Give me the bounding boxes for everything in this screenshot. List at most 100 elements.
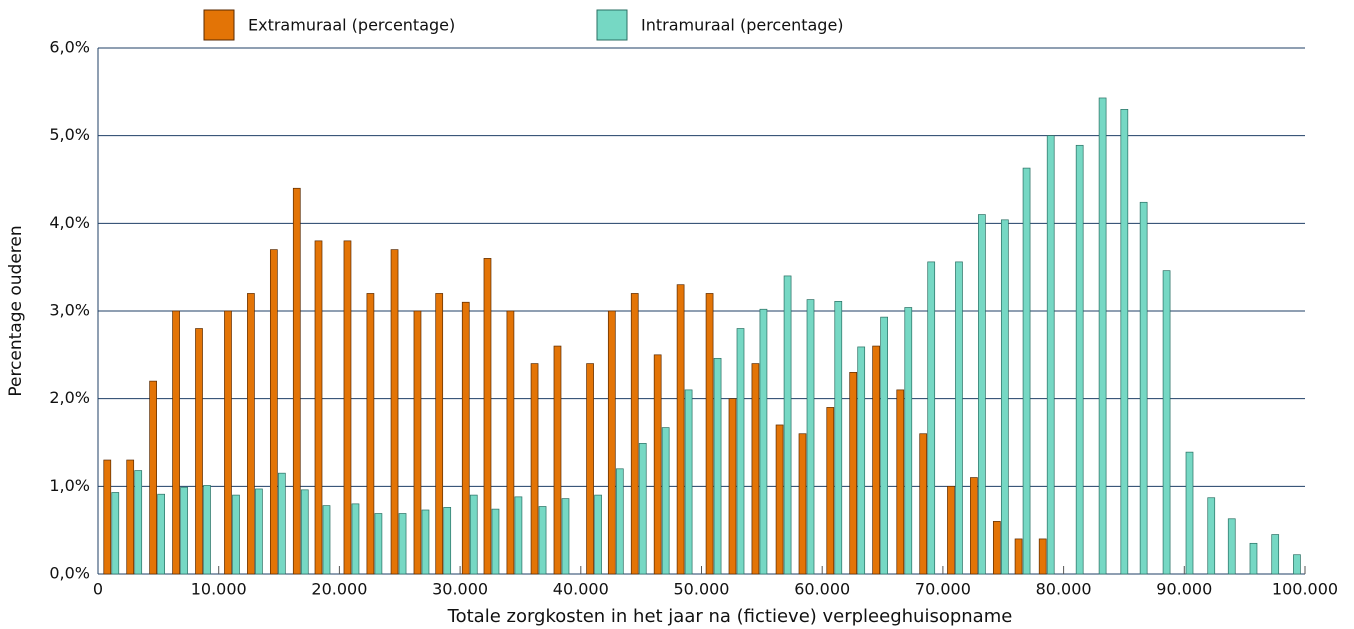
bar	[247, 293, 255, 575]
bar	[896, 389, 905, 575]
bar	[594, 494, 602, 575]
bar	[443, 507, 452, 575]
bar	[483, 258, 492, 575]
y-tick-label: 6,0%	[49, 38, 90, 57]
bar	[398, 513, 407, 575]
bar	[1014, 538, 1023, 575]
bar	[1227, 518, 1236, 575]
bar	[783, 275, 792, 575]
bar	[224, 310, 232, 575]
bar	[630, 293, 639, 575]
x-tick-label: 0	[93, 580, 103, 599]
y-tick-label: 1,0%	[49, 476, 90, 495]
bar	[904, 307, 913, 575]
y-tick-label: 5,0%	[49, 125, 90, 144]
bar	[857, 346, 866, 575]
bar	[172, 310, 180, 575]
bar	[615, 468, 624, 575]
bar	[157, 493, 165, 575]
bar	[834, 301, 843, 575]
x-tick-label: 10.000	[191, 580, 247, 599]
bar	[586, 363, 594, 575]
bar	[736, 328, 745, 575]
bar	[366, 293, 375, 575]
y-tick-label: 4,0%	[49, 213, 90, 232]
bar	[421, 509, 430, 575]
bar	[506, 310, 515, 575]
y-tick-label: 0,0%	[49, 564, 90, 583]
bar	[149, 380, 157, 575]
bar	[728, 398, 737, 575]
bar	[300, 489, 309, 575]
y-tick-label: 2,0%	[49, 388, 90, 407]
x-tick-label: 100.000	[1272, 580, 1338, 599]
bar	[255, 488, 263, 575]
bar	[111, 492, 120, 575]
bar	[992, 521, 1001, 575]
bar	[927, 261, 936, 575]
bar	[180, 486, 188, 575]
bar	[561, 498, 570, 575]
bar	[134, 470, 143, 575]
bar	[849, 372, 858, 575]
bar	[798, 433, 807, 575]
legend-label: Extramuraal (percentage)	[248, 16, 455, 35]
bar	[684, 389, 693, 575]
legend-label: Intramuraal (percentage)	[641, 16, 844, 35]
bar	[232, 494, 240, 575]
bar	[759, 308, 768, 575]
bar	[530, 363, 539, 575]
bar	[638, 443, 647, 575]
x-tick-label: 30.000	[432, 580, 488, 599]
bar	[955, 261, 963, 575]
bar	[713, 357, 722, 575]
bar	[607, 310, 616, 575]
bar	[1271, 534, 1280, 575]
bar	[322, 505, 331, 575]
x-tick-label: 90.000	[1156, 580, 1212, 599]
bar	[277, 472, 286, 575]
bar	[970, 477, 978, 575]
bar	[514, 496, 523, 575]
bar	[1038, 538, 1047, 575]
bar	[676, 284, 685, 575]
bar	[343, 240, 352, 575]
bar	[390, 249, 399, 575]
bar	[314, 240, 323, 575]
bar	[103, 459, 112, 575]
bar	[491, 508, 500, 575]
y-axis-label: Percentage ouderen	[6, 225, 26, 396]
x-tick-label: 70.000	[915, 580, 971, 599]
bar	[413, 310, 422, 575]
bar	[880, 316, 888, 575]
bar	[269, 249, 278, 575]
bar	[1098, 97, 1107, 575]
bar	[1185, 451, 1194, 575]
bar	[435, 293, 444, 575]
bar	[1139, 201, 1148, 575]
bar	[553, 345, 562, 575]
bar	[751, 363, 760, 575]
bar	[1000, 219, 1009, 575]
x-tick-label: 80.000	[1036, 580, 1092, 599]
bar	[203, 485, 211, 575]
bar	[538, 506, 547, 575]
bar	[653, 354, 662, 575]
bar	[947, 485, 955, 575]
bar	[1207, 497, 1216, 575]
bar	[978, 214, 986, 575]
legend-swatch	[203, 9, 235, 41]
bar	[461, 301, 470, 575]
bar	[806, 299, 815, 575]
bar	[1162, 270, 1171, 575]
bar	[1022, 167, 1031, 575]
y-tick-label: 3,0%	[49, 301, 90, 320]
bar	[195, 328, 203, 575]
bar	[775, 424, 784, 575]
bar	[872, 345, 880, 575]
legend-swatch	[596, 9, 628, 41]
bar	[1293, 554, 1301, 575]
bar	[826, 407, 835, 575]
bar	[126, 459, 135, 575]
